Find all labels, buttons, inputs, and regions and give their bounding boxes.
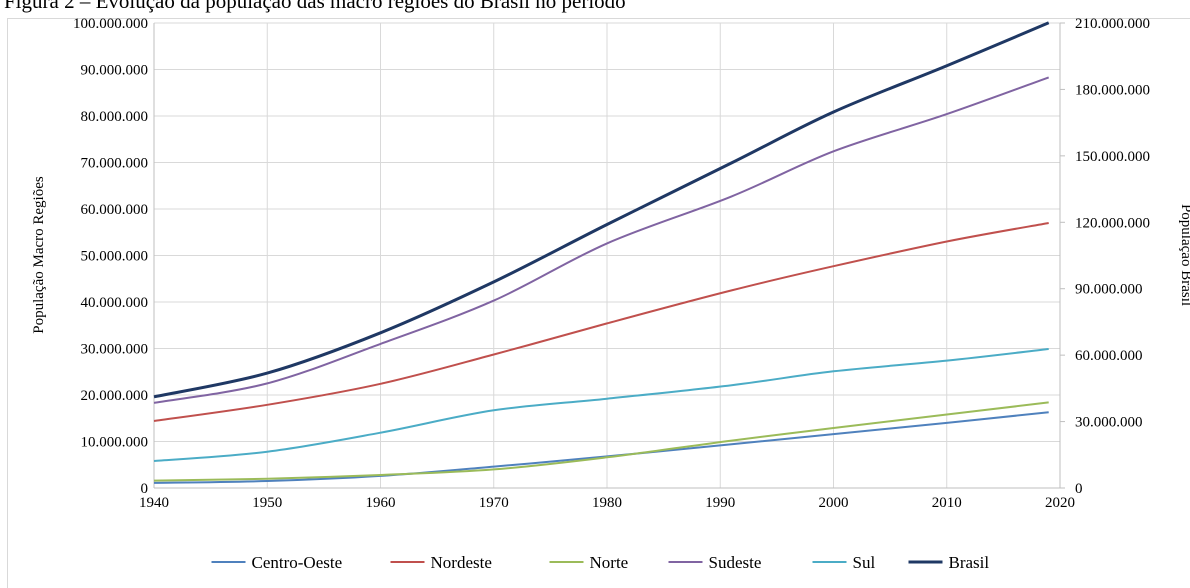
legend-label-brasil: Brasil bbox=[949, 553, 990, 572]
legend-label-sul: Sul bbox=[853, 553, 876, 572]
y-tick-label: 90.000.000 bbox=[81, 63, 149, 79]
x-axis-ticks: 1940 1950 1960 1970 1980 1990 2000 2010 2020 bbox=[139, 495, 1075, 511]
y2-tick-label: 30.000.000 bbox=[1075, 415, 1143, 431]
y-axis-ticks: 0 10.000.000 20.000.000 30.000.000 40.000.00… bbox=[73, 16, 148, 497]
x-tick-label: 1970 bbox=[479, 495, 509, 511]
y-tick-label: 80.000.000 bbox=[81, 109, 149, 125]
y-tick-label: 50.000.000 bbox=[81, 249, 149, 265]
legend-label-nordeste: Nordeste bbox=[431, 553, 492, 572]
series-line-norte bbox=[153, 401, 1049, 482]
x-tick-label: 1960 bbox=[366, 495, 396, 511]
y2-tick-label: 210.000.000 bbox=[1075, 16, 1150, 32]
figure-caption: Figura 2 – Evolução da população das mac… bbox=[4, 0, 626, 13]
y-tick-label: 100.000.000 bbox=[73, 16, 148, 32]
legend: Centro-Oeste Nordeste Norte Sudeste Sul Brasi… bbox=[211, 553, 990, 572]
x-tick-label: 1950 bbox=[252, 495, 282, 511]
series-line-sudeste bbox=[153, 76, 1050, 404]
axes bbox=[153, 22, 1065, 489]
series-line-brasil bbox=[153, 21, 1050, 399]
y2-tick-label: 90.000.000 bbox=[1075, 282, 1143, 298]
y-tick-label: 40.000.000 bbox=[81, 295, 149, 311]
y-tick-label: 0 bbox=[141, 481, 149, 497]
y2-axis-ticks: 0 30.000.000 60.000.000 90.000.000 120.000.0… bbox=[1075, 16, 1150, 497]
x-tick-label: 2000 bbox=[819, 495, 849, 511]
y2-tick-label: 120.000.000 bbox=[1075, 215, 1150, 231]
legend-label-centro-oeste: Centro-Oeste bbox=[252, 553, 343, 572]
y2-tick-label: 180.000.000 bbox=[1075, 82, 1150, 98]
y-axis-title: População Macro Regiões bbox=[31, 176, 47, 334]
y-tick-label: 20.000.000 bbox=[81, 388, 149, 404]
x-tick-label: 2010 bbox=[932, 495, 962, 511]
y2-tick-label: 150.000.000 bbox=[1075, 149, 1150, 165]
x-tick-label: 1940 bbox=[139, 495, 169, 511]
gridlines bbox=[153, 22, 1061, 489]
x-tick-label: 1990 bbox=[705, 495, 735, 511]
y-tick-label: 10.000.000 bbox=[81, 435, 149, 451]
x-tick-label: 2020 bbox=[1045, 495, 1075, 511]
y2-tick-label: 0 bbox=[1075, 481, 1083, 497]
chart-frame bbox=[7, 18, 1190, 588]
series-lines bbox=[153, 21, 1050, 484]
x-tick-label: 1980 bbox=[592, 495, 622, 511]
y2-axis-title: População Brasil bbox=[1178, 204, 1190, 306]
y-tick-label: 30.000.000 bbox=[81, 342, 149, 358]
y-tick-label: 60.000.000 bbox=[81, 202, 149, 218]
series-line-nordeste bbox=[153, 222, 1049, 422]
y2-tick-label: 60.000.000 bbox=[1075, 348, 1143, 364]
series-line-centro-oeste bbox=[153, 411, 1049, 484]
y-tick-label: 70.000.000 bbox=[81, 156, 149, 172]
series-line-sul bbox=[153, 348, 1049, 462]
legend-label-sudeste: Sudeste bbox=[709, 553, 762, 572]
legend-label-norte: Norte bbox=[590, 553, 629, 572]
